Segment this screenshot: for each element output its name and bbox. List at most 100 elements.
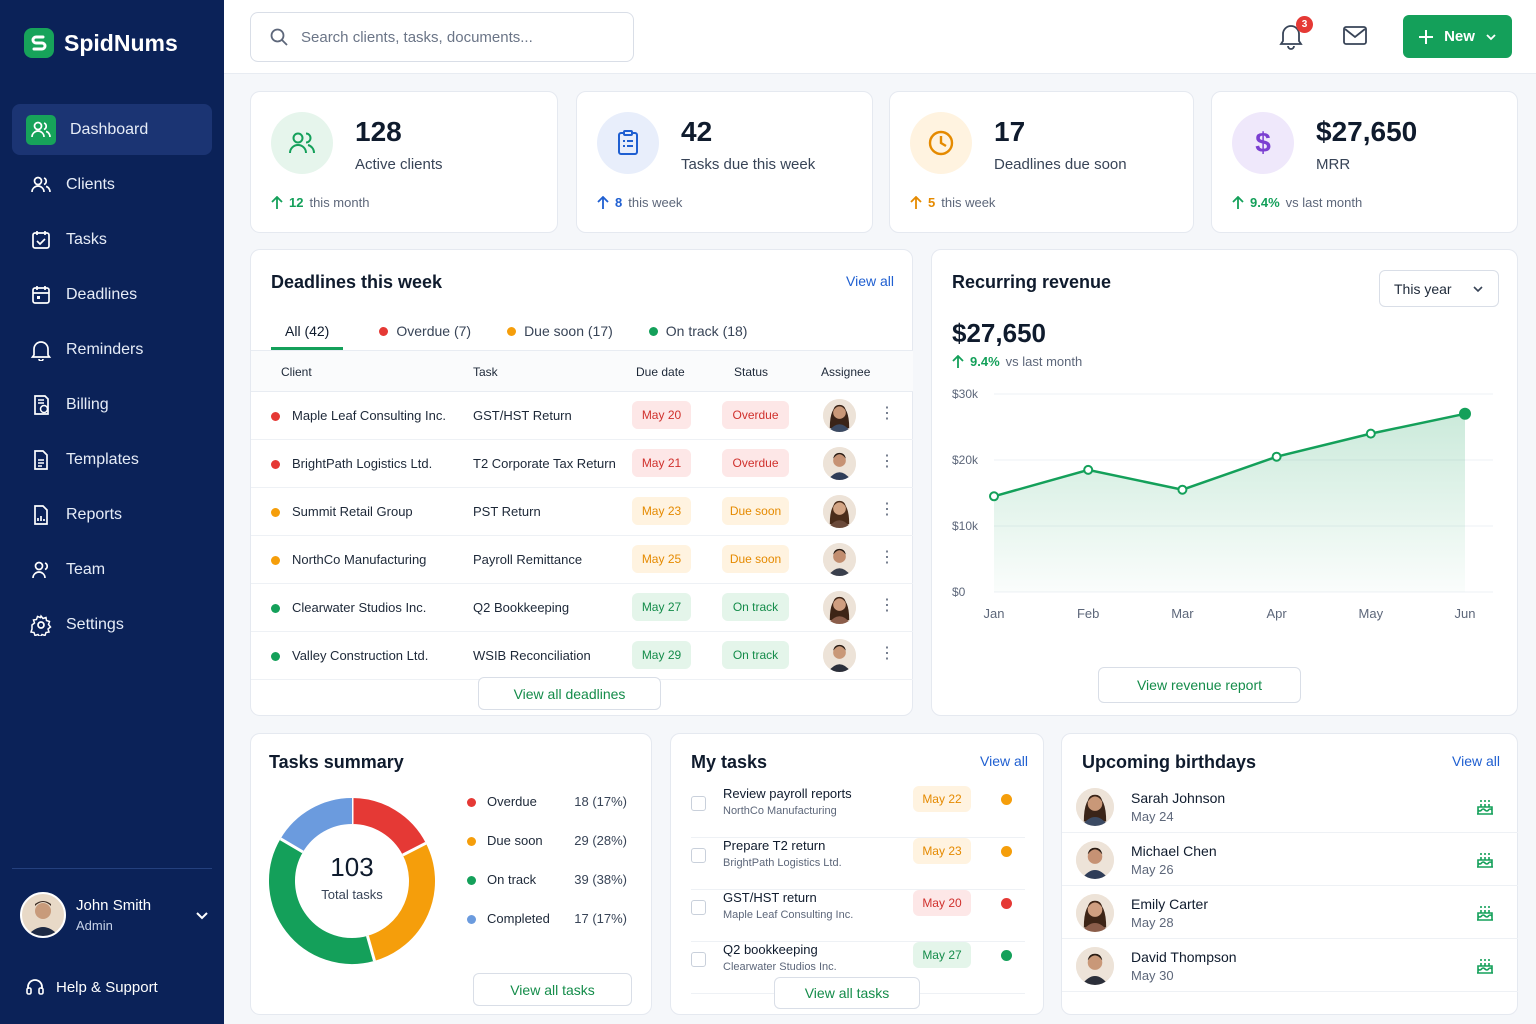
deadlines-view-all[interactable]: View all xyxy=(846,273,894,289)
more-options-icon[interactable]: ⋮ xyxy=(879,405,895,422)
more-options-icon[interactable]: ⋮ xyxy=(879,549,895,566)
priority-dot xyxy=(1001,846,1012,857)
sidebar-item-settings[interactable]: Settings xyxy=(12,599,212,650)
col-client[interactable]: Client xyxy=(281,365,312,379)
task-item[interactable]: Review payroll reports NorthCo Manufactu… xyxy=(691,786,1025,838)
donut-slice-due-soon[interactable] xyxy=(366,843,435,961)
sidebar-item-team[interactable]: Team xyxy=(12,544,212,595)
task-checkbox[interactable] xyxy=(691,848,706,863)
stat-card-deadlines-due[interactable]: 17 Deadlines due soon 5 this week xyxy=(889,91,1194,233)
data-point[interactable] xyxy=(1459,407,1471,420)
sidebar-item-label: Deadlines xyxy=(66,285,138,303)
birthday-item[interactable]: Sarah Johnson May 24 xyxy=(1062,780,1518,833)
more-options-icon[interactable]: ⋮ xyxy=(879,597,895,614)
my-tasks-title: My tasks xyxy=(691,752,768,772)
cake-icon[interactable] xyxy=(1474,794,1496,821)
table-row[interactable]: Maple Leaf Consulting Inc. GST/HST Retur… xyxy=(251,392,913,440)
birthday-item[interactable]: Emily Carter May 28 xyxy=(1062,886,1518,939)
task-checkbox[interactable] xyxy=(691,952,706,967)
task-name: WSIB Reconciliation xyxy=(473,648,591,663)
table-row[interactable]: Valley Construction Ltd. WSIB Reconcilia… xyxy=(251,632,913,680)
sidebar-item-deadlines[interactable]: Deadlines xyxy=(12,269,212,320)
table-row[interactable]: BrightPath Logistics Ltd. T2 Corporate T… xyxy=(251,440,913,488)
tab-3[interactable]: On track (18) xyxy=(648,314,747,348)
data-point[interactable] xyxy=(1083,464,1094,475)
avatar[interactable] xyxy=(823,591,856,624)
avatar[interactable] xyxy=(823,543,856,576)
task-name: GST/HST Return xyxy=(473,408,572,423)
more-options-icon[interactable]: ⋮ xyxy=(879,453,895,470)
sidebar-item-clients[interactable]: Clients xyxy=(12,159,212,210)
client-name[interactable]: NorthCo Manufacturing xyxy=(292,552,427,567)
client-name[interactable]: Clearwater Studios Inc. xyxy=(292,600,427,615)
stat-card-mrr[interactable]: $ $27,650 MRR 9.4% vs last month xyxy=(1211,91,1518,233)
sidebar-item-dashboard[interactable]: Dashboard xyxy=(12,104,212,155)
sidebar-item-templates[interactable]: Templates xyxy=(12,434,212,485)
col-assignee[interactable]: Assignee xyxy=(821,365,871,379)
sidebar-item-reminders[interactable]: Reminders xyxy=(12,324,212,375)
birthday-date: May 30 xyxy=(1131,968,1174,983)
birthday-item[interactable]: Michael Chen May 26 xyxy=(1062,833,1518,886)
data-point[interactable] xyxy=(1271,451,1282,462)
period-select[interactable]: This year xyxy=(1379,270,1499,307)
table-row[interactable]: Clearwater Studios Inc. Q2 Bookkeeping M… xyxy=(251,584,913,632)
stat-card-active-clients[interactable]: 128 Active clients 12 this month xyxy=(250,91,558,233)
new-button[interactable]: New xyxy=(1403,15,1512,58)
new-button-label: New xyxy=(1444,28,1475,45)
stat-value: 42 xyxy=(681,116,713,147)
view-all-deadlines-button[interactable]: View all deadlines xyxy=(478,677,661,710)
avatar[interactable] xyxy=(823,447,856,480)
birthdays-view-all[interactable]: View all xyxy=(1452,753,1500,769)
client-name[interactable]: Summit Retail Group xyxy=(292,504,413,519)
avatar[interactable] xyxy=(823,639,856,672)
col-status[interactable]: Status xyxy=(734,365,769,379)
view-revenue-report-button[interactable]: View revenue report xyxy=(1098,667,1301,703)
my-tasks-view-all[interactable]: View all xyxy=(980,753,1028,769)
user-menu[interactable]: John Smith Admin xyxy=(20,892,210,938)
legend-value: 29 (28%) xyxy=(574,833,627,848)
sidebar-item-reports[interactable]: Reports xyxy=(12,489,212,540)
task-checkbox[interactable] xyxy=(691,900,706,915)
data-point[interactable] xyxy=(1365,428,1376,439)
tab-2[interactable]: Due soon (17) xyxy=(507,314,613,348)
table-row[interactable]: NorthCo Manufacturing Payroll Remittance… xyxy=(251,536,913,584)
more-options-icon[interactable]: ⋮ xyxy=(879,645,895,662)
data-point[interactable] xyxy=(1177,484,1188,495)
cake-icon[interactable] xyxy=(1474,900,1496,927)
sidebar-item-tasks[interactable]: Tasks xyxy=(12,214,212,265)
data-point[interactable] xyxy=(989,491,999,502)
more-options-icon[interactable]: ⋮ xyxy=(879,501,895,518)
table-header: Client Task Due date Status Assignee xyxy=(251,350,913,392)
task-checkbox[interactable] xyxy=(691,796,706,811)
table-row[interactable]: Summit Retail Group PST Return May 23 Du… xyxy=(251,488,913,536)
donut-slice-completed[interactable] xyxy=(280,798,353,853)
search-box[interactable] xyxy=(250,12,634,62)
tab-1[interactable]: Overdue (7) xyxy=(379,314,471,348)
col-due-date[interactable]: Due date xyxy=(636,365,685,379)
avatar[interactable] xyxy=(823,495,856,528)
birthday-item[interactable]: David Thompson May 30 xyxy=(1062,939,1518,992)
cake-icon[interactable] xyxy=(1474,953,1496,980)
chevron-down-icon[interactable] xyxy=(194,907,210,923)
task-item[interactable]: Prepare T2 return BrightPath Logistics L… xyxy=(691,838,1025,890)
avatar[interactable] xyxy=(823,399,856,432)
team-icon xyxy=(30,559,52,581)
tab-0[interactable]: All (42) xyxy=(271,314,344,350)
view-all-tasks-button[interactable]: View all tasks xyxy=(473,973,632,1006)
messages-button[interactable] xyxy=(1342,24,1368,53)
client-name[interactable]: Maple Leaf Consulting Inc. xyxy=(292,408,446,423)
notifications-button[interactable]: 3 xyxy=(1278,16,1313,50)
donut-slice-on-track[interactable] xyxy=(269,838,375,964)
donut-slice-overdue[interactable] xyxy=(351,798,426,856)
help-support-link[interactable]: Help & Support xyxy=(24,976,158,998)
sidebar-item-billing[interactable]: Billing xyxy=(12,379,212,430)
app-logo[interactable]: SpidNums xyxy=(24,28,178,58)
search-input[interactable] xyxy=(301,28,601,46)
stat-card-tasks-due[interactable]: 42 Tasks due this week 8 this week xyxy=(576,91,873,233)
client-name[interactable]: Valley Construction Ltd. xyxy=(292,648,429,663)
my-tasks-view-all-button[interactable]: View all tasks xyxy=(774,977,920,1009)
cake-icon[interactable] xyxy=(1474,847,1496,874)
col-task[interactable]: Task xyxy=(473,365,498,379)
task-item[interactable]: GST/HST return Maple Leaf Consulting Inc… xyxy=(691,890,1025,942)
client-name[interactable]: BrightPath Logistics Ltd. xyxy=(292,456,433,471)
